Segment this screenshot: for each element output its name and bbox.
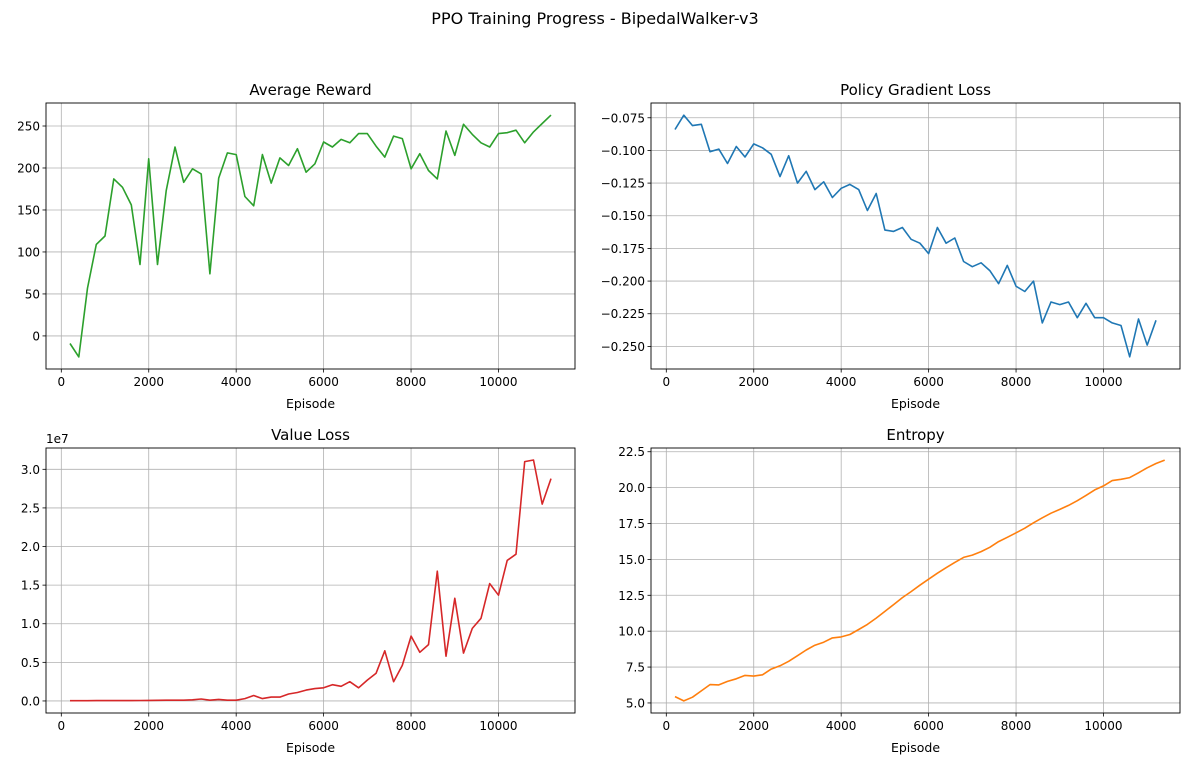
x-tick-label: 6000: [913, 375, 944, 389]
subplot-2: 0 2000 4000 6000 8000 10000 −0.250 −0.225 −0.200…: [601, 81, 1180, 411]
series-line: [70, 115, 551, 357]
y-tick-label: 2.0: [21, 540, 40, 554]
x-tick-label: 8000: [396, 375, 427, 389]
x-tick-label: 4000: [221, 375, 252, 389]
y-tick-label: −0.100: [601, 144, 645, 158]
x-tick-label: 0: [662, 375, 670, 389]
y-tick-label: −0.225: [601, 307, 645, 321]
y-tick-label: −0.075: [601, 111, 645, 125]
series-line: [675, 115, 1156, 357]
y-tick-label: −0.150: [601, 209, 645, 223]
x-tick-label: 0: [57, 719, 65, 733]
y-tick-label: 1.0: [21, 617, 40, 631]
y-tick-label: 17.5: [618, 517, 645, 531]
y-tick-label: −0.125: [601, 177, 645, 191]
x-tick-label: 0: [662, 719, 670, 733]
y-tick-label: 20.0: [618, 481, 645, 495]
axes-frame: [46, 448, 575, 713]
axes-frame: [46, 103, 575, 369]
y-tick-label: 10.0: [618, 625, 645, 639]
y-tick-label: −0.175: [601, 242, 645, 256]
x-tick-label: 2000: [738, 719, 769, 733]
x-tick-label: 10000: [1084, 375, 1122, 389]
subplot-4: 0 2000 4000 6000 8000 10000 5.0 7.5 10.0 12.5 15.0…: [618, 426, 1180, 755]
x-axis-label: Episode: [891, 396, 940, 411]
y-tick-label: −0.200: [601, 275, 645, 289]
x-tick-label: 0: [57, 375, 65, 389]
y-tick-label: 15.0: [618, 553, 645, 567]
x-tick-label: 2000: [133, 719, 164, 733]
x-tick-label: 2000: [738, 375, 769, 389]
y-tick-label: 1.5: [21, 579, 40, 593]
x-tick-label: 8000: [1001, 719, 1032, 733]
x-tick-label: 6000: [913, 719, 944, 733]
y-tick-label: 150: [17, 203, 40, 217]
subplot-title: Value Loss: [271, 426, 350, 444]
x-axis-label: Episode: [286, 396, 335, 411]
axes-frame: [651, 103, 1180, 369]
x-tick-label: 4000: [826, 375, 857, 389]
y-tick-label: 7.5: [626, 661, 645, 675]
x-axis-label: Episode: [286, 740, 335, 755]
y-tick-label: 250: [17, 120, 40, 134]
x-tick-label: 8000: [1001, 375, 1032, 389]
x-tick-label: 4000: [221, 719, 252, 733]
y-tick-label: 2.5: [21, 501, 40, 515]
figure-title: PPO Training Progress - BipedalWalker-v3: [431, 9, 758, 28]
x-tick-label: 4000: [826, 719, 857, 733]
x-tick-label: 6000: [308, 719, 339, 733]
y-tick-label: 200: [17, 161, 40, 175]
y-tick-label: 0.5: [21, 656, 40, 670]
x-axis-label: Episode: [891, 740, 940, 755]
subplot-1: 0 2000 4000 6000 8000 10000 0 50 100 150 200 250 Ave…: [17, 81, 575, 411]
y-tick-label: 50: [25, 287, 40, 301]
y-tick-label: 12.5: [618, 589, 645, 603]
y-tick-label: 0: [32, 329, 40, 343]
x-tick-label: 10000: [1084, 719, 1122, 733]
x-tick-label: 8000: [396, 719, 427, 733]
y-tick-label: 22.5: [618, 445, 645, 459]
x-tick-label: 6000: [308, 375, 339, 389]
y-tick-label: 100: [17, 245, 40, 259]
subplot-title: Policy Gradient Loss: [840, 81, 991, 99]
x-tick-label: 10000: [479, 375, 517, 389]
y-tick-label: 3.0: [21, 463, 40, 477]
y-tick-label: 0.0: [21, 694, 40, 708]
x-tick-label: 2000: [133, 375, 164, 389]
subplot-3: 0 2000 4000 6000 8000 10000 0.0 0.5 1.0 1.5 2.0 2.5…: [21, 426, 575, 755]
subplot-title: Average Reward: [249, 81, 371, 99]
y-tick-label: −0.250: [601, 340, 645, 354]
subplot-title: Entropy: [886, 426, 944, 444]
series-line: [675, 460, 1165, 701]
y-tick-label: 5.0: [626, 696, 645, 710]
y-offset-text: 1e7: [46, 432, 69, 446]
x-tick-label: 10000: [479, 719, 517, 733]
series-line: [70, 460, 551, 701]
